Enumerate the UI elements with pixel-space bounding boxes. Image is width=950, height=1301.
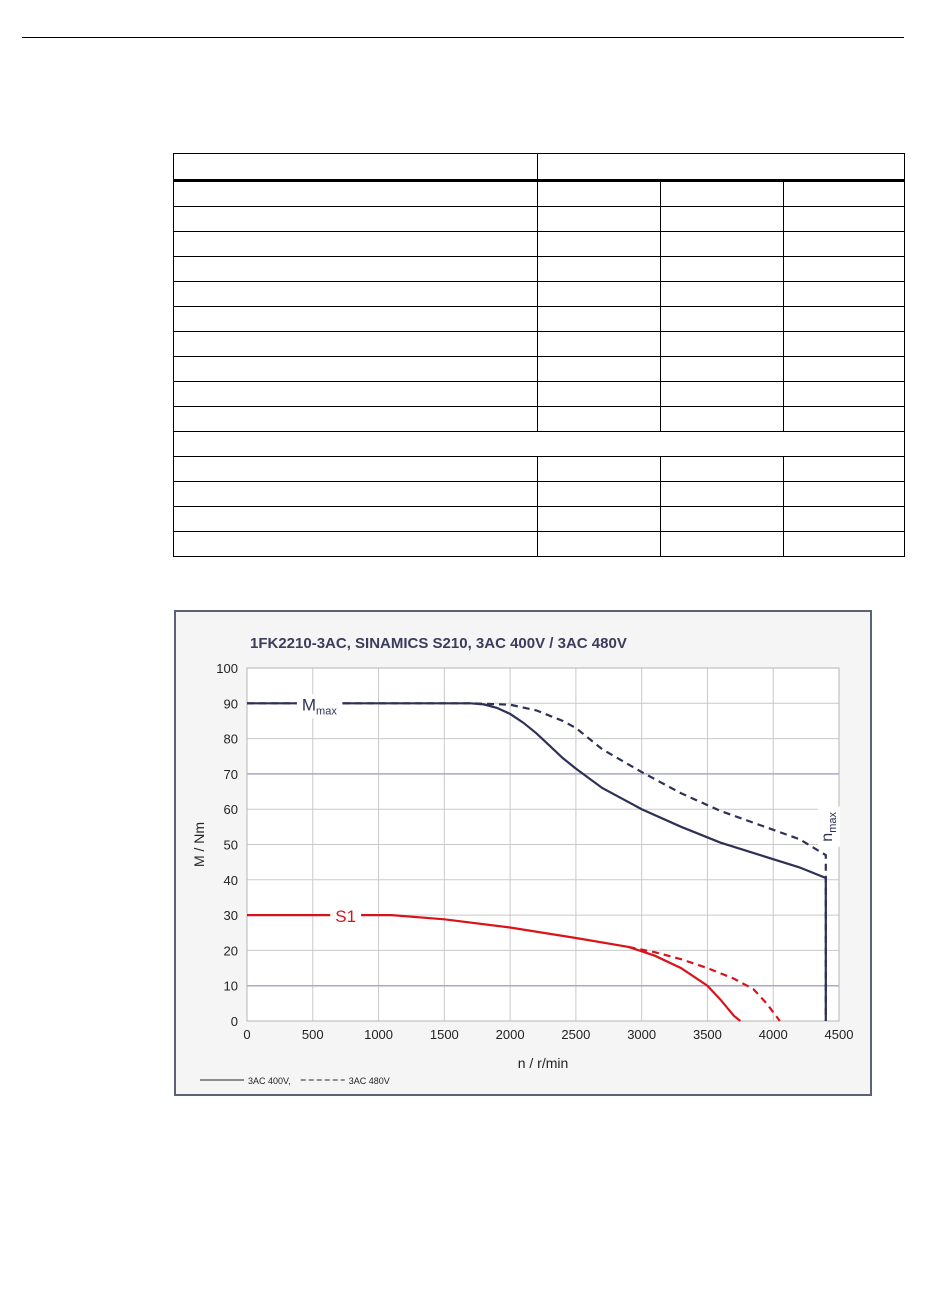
y-tick-label: 90 xyxy=(224,696,238,711)
annotation: S1 xyxy=(330,906,362,928)
y-tick-label: 50 xyxy=(224,838,238,853)
series-layer xyxy=(247,702,827,1022)
y-tick-label: 0 xyxy=(231,1014,238,1029)
x-tick-label: 4000 xyxy=(759,1027,788,1042)
table-row xyxy=(173,531,906,557)
table-row xyxy=(173,456,906,482)
annotation-label: nmax xyxy=(819,812,839,842)
annotation: Mmax xyxy=(296,694,343,719)
x-tick-label: 1500 xyxy=(430,1027,459,1042)
x-tick-label: 2000 xyxy=(496,1027,525,1042)
annotation-label: S1 xyxy=(335,907,356,926)
chart-title: 1FK2210-3AC, SINAMICS S210, 3AC 400V / 3… xyxy=(250,635,627,652)
annotation-background xyxy=(817,806,840,847)
chart-panel: 0 500 1000 1500 2000 2500 3000 3500 4000 4500 0 10 2… xyxy=(174,610,872,1096)
legend: 3AC 400V, 3AC 480V xyxy=(200,1076,390,1086)
annotation-background xyxy=(330,906,362,928)
annotation: nmax xyxy=(817,806,840,847)
table-row xyxy=(173,180,906,207)
table-row xyxy=(173,256,906,282)
table-row xyxy=(173,381,906,407)
y-tick-label: 100 xyxy=(216,661,238,676)
spec-table xyxy=(172,153,906,557)
y-tick-label: 10 xyxy=(224,979,238,994)
torque-speed-chart: 0 500 1000 1500 2000 2500 3000 3500 4000 4500 0 10 2… xyxy=(191,635,853,1086)
table-section-row xyxy=(172,431,906,457)
legend-label: 3AC 400V, xyxy=(248,1076,291,1086)
table-row xyxy=(173,206,906,232)
x-axis-label: n / r/min xyxy=(518,1055,569,1071)
top-rule xyxy=(22,37,904,38)
y-tick-label: 60 xyxy=(224,802,238,817)
series-line-3 xyxy=(628,945,781,1022)
table-row xyxy=(173,281,906,307)
table-row xyxy=(173,506,906,532)
grid-layer xyxy=(246,667,840,1022)
x-tick-label: 3500 xyxy=(693,1027,722,1042)
x-tick-label: 500 xyxy=(302,1027,324,1042)
x-tick-label: 4500 xyxy=(825,1027,854,1042)
annotation-background xyxy=(296,694,343,719)
y-tick-label: 20 xyxy=(224,943,238,958)
x-tick-label: 2500 xyxy=(561,1027,590,1042)
table-row xyxy=(173,481,906,507)
annotation-layer: Mmax S1 nmax xyxy=(296,694,840,928)
table-row xyxy=(173,331,906,357)
x-tick-label: 3000 xyxy=(627,1027,656,1042)
series-line-2 xyxy=(247,914,741,1022)
y-axis-label: M / Nm xyxy=(191,822,207,867)
y-tick-label: 80 xyxy=(224,732,238,747)
y-tick-label: 30 xyxy=(224,908,238,923)
table-row xyxy=(173,306,906,332)
table-row xyxy=(173,406,906,432)
table-header-row xyxy=(173,153,906,182)
legend-label: 3AC 480V xyxy=(349,1076,390,1086)
annotation-label: Mmax xyxy=(302,695,337,717)
series-line-0 xyxy=(247,702,827,1021)
axis-layer: 0 500 1000 1500 2000 2500 3000 3500 4000 4500 0 10 2… xyxy=(191,661,853,1071)
table-row xyxy=(173,231,906,257)
x-tick-label: 1000 xyxy=(364,1027,393,1042)
x-tick-label: 0 xyxy=(243,1027,250,1042)
y-tick-label: 40 xyxy=(224,873,238,888)
y-tick-label: 70 xyxy=(224,767,238,782)
table-row xyxy=(173,356,906,382)
series-line-1 xyxy=(247,702,827,1021)
